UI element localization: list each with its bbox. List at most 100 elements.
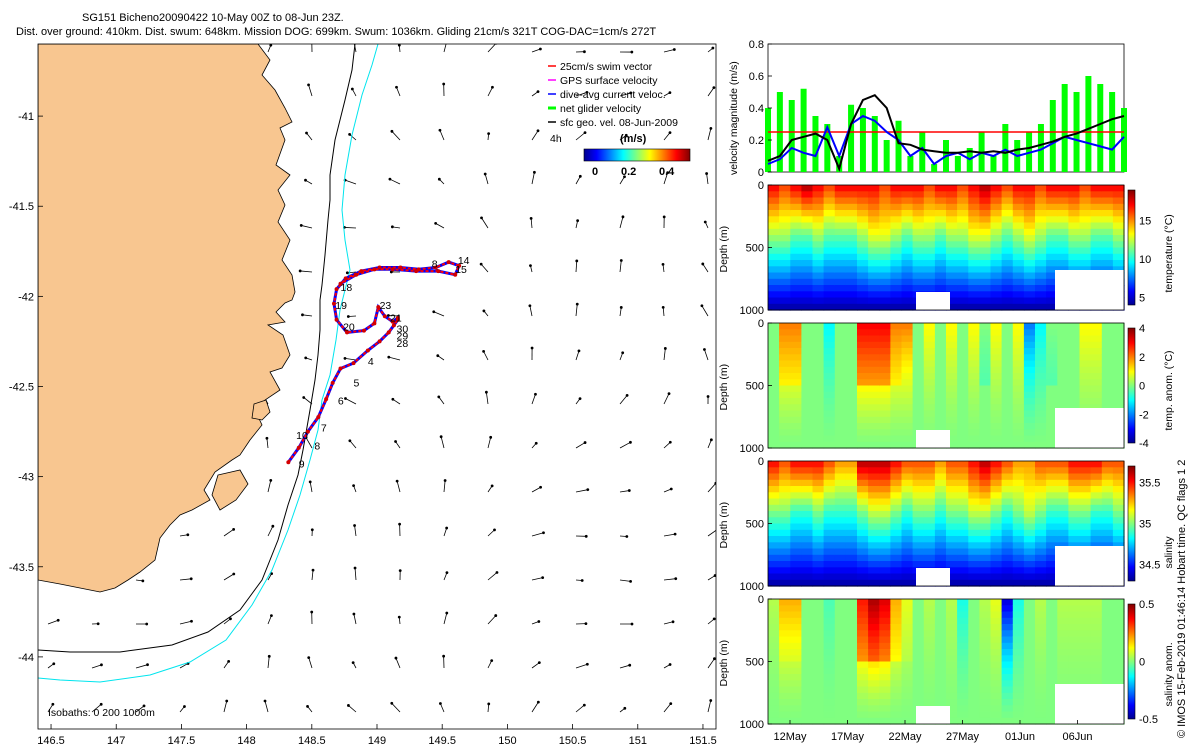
section-cell: [957, 253, 969, 261]
geo-vector-head: [267, 654, 271, 658]
section-cell: [968, 197, 980, 205]
track-point: [386, 330, 391, 335]
section-cell: [845, 266, 858, 274]
section-cell: [1046, 410, 1058, 418]
section-cell: [779, 492, 791, 500]
section-cell: [1012, 498, 1025, 506]
section-cell: [990, 504, 1003, 512]
section-cell: [890, 511, 903, 518]
section-cell: [1023, 191, 1036, 199]
section-cell: [812, 185, 825, 192]
section-cell: [823, 235, 836, 242]
section-cell: [1068, 504, 1081, 512]
section-cell: [857, 717, 869, 725]
section-cell: [823, 473, 836, 481]
section-cell: [890, 210, 903, 217]
section-cell: [1001, 241, 1014, 249]
section-cell: [1068, 404, 1081, 412]
section-cell: [923, 548, 936, 556]
section-cell: [890, 241, 903, 249]
section-cell: [768, 385, 780, 393]
section-cell: [1001, 429, 1014, 437]
section-cell: [868, 398, 880, 405]
section-cell: [1090, 235, 1103, 242]
section-cell: [923, 536, 936, 543]
section-cell: [890, 692, 903, 700]
section-cell: [1101, 649, 1114, 656]
section-cell: [957, 461, 969, 468]
section-cell: [1068, 617, 1081, 625]
section-cell: [834, 416, 847, 424]
section-cell: [968, 354, 980, 362]
section-cell: [1057, 492, 1069, 500]
section-cell: [957, 655, 969, 663]
section-cell: [968, 341, 980, 349]
section-cell: [790, 423, 802, 430]
section-cell: [1001, 523, 1014, 531]
section-cell: [1023, 329, 1036, 337]
section-cell: [1079, 260, 1092, 267]
section-cell: [812, 253, 825, 261]
section-cell: [979, 636, 992, 644]
section-cell: [879, 686, 891, 694]
section-cell: [1101, 216, 1114, 224]
section-cell: [868, 416, 880, 424]
section-cell: [879, 335, 891, 343]
section-cell: [823, 630, 836, 638]
geo-vector-head: [583, 441, 587, 444]
section-cell: [1001, 285, 1014, 292]
section-cell: [1046, 479, 1058, 487]
section-cell: [868, 617, 880, 625]
section-cell: [979, 191, 992, 199]
section-cell: [845, 605, 858, 613]
geo-vector-head: [186, 533, 190, 537]
geo-vector-head: [391, 397, 395, 401]
section-cell: [912, 605, 925, 613]
section-cell: [1090, 630, 1103, 638]
section-cell: [1023, 303, 1036, 311]
section-cell: [1101, 529, 1114, 537]
section-cell: [1035, 385, 1047, 393]
section-cell: [1046, 391, 1058, 399]
section-cell: [1057, 391, 1069, 399]
section-cell: [901, 692, 914, 700]
track-point: [457, 263, 462, 268]
section-cell: [1012, 247, 1025, 255]
section-cell: [857, 247, 869, 255]
map-xtick-label: 151: [629, 735, 647, 747]
section-cell: [1035, 655, 1047, 663]
depth-tick-label: 0: [758, 594, 764, 606]
geo-vector: [619, 307, 622, 317]
section-cell: [868, 185, 880, 192]
section-cell: [901, 536, 914, 543]
legend-entry-dac: dive-avg current veloc.: [560, 89, 666, 101]
section-cell: [812, 611, 825, 619]
section-cell: [912, 686, 925, 694]
geo-vector-head: [628, 663, 632, 667]
geo-vector-head: [480, 216, 483, 220]
section-cell: [790, 285, 802, 292]
section-cell: [890, 266, 903, 274]
section-cell: [957, 498, 969, 506]
section-cell: [834, 423, 847, 430]
section-cell: [834, 554, 847, 562]
section-cell: [901, 247, 914, 255]
section-cell: [1057, 228, 1069, 236]
section-cell: [979, 674, 992, 681]
section-cell: [1112, 391, 1125, 399]
depth-tick-label: 1000: [740, 581, 764, 593]
section-cell: [868, 191, 880, 199]
section-cell: [901, 611, 914, 619]
section-cell: [845, 523, 858, 531]
section-cell: [868, 228, 880, 236]
section-cell: [957, 303, 969, 311]
section-cell: [1012, 523, 1025, 531]
track-point: [345, 330, 350, 335]
geo-vector-head: [578, 397, 582, 401]
section-cell: [901, 492, 914, 500]
section-cell: [1057, 404, 1069, 412]
section-cell: [868, 642, 880, 650]
geo-vector-head: [672, 48, 676, 51]
section-cell: [890, 548, 903, 556]
